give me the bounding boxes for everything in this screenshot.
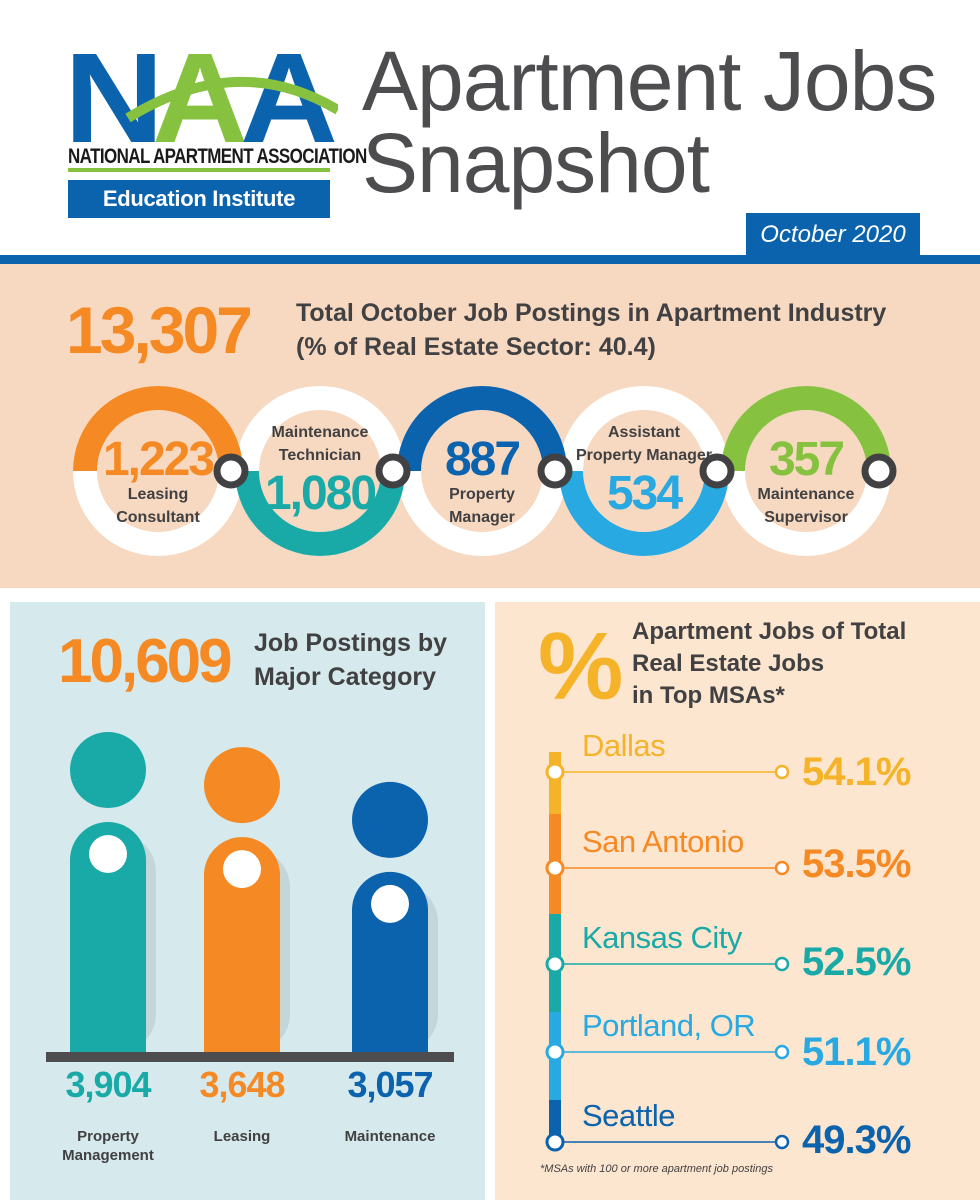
category-name-line-1: Maintenance bbox=[344, 1128, 436, 1145]
ring-arc bbox=[721, 386, 891, 472]
ring-label-line-2: Manager bbox=[449, 509, 515, 526]
msa-end-dot bbox=[774, 860, 790, 876]
title-line-2: Snapshot bbox=[362, 116, 710, 210]
msa-dot bbox=[545, 762, 565, 782]
ring-connector-dot bbox=[861, 453, 897, 489]
msa-line-segment bbox=[549, 752, 561, 814]
category-name-line-1: Property bbox=[77, 1128, 139, 1145]
category-bar bbox=[70, 822, 146, 1052]
page-title: Apartment Jobs Snapshot bbox=[362, 34, 962, 210]
ring-connector-dot bbox=[213, 453, 249, 489]
percent-icon: % bbox=[538, 613, 624, 720]
msa-end-dot bbox=[774, 764, 790, 780]
title-line-1: Apartment Jobs bbox=[362, 34, 937, 128]
ring-value: 1,223 bbox=[102, 433, 215, 486]
msa-dot bbox=[545, 954, 565, 974]
ring-label-line-1: Property bbox=[449, 486, 515, 503]
ring-label-line-1: Maintenance bbox=[757, 486, 855, 503]
category-chart bbox=[46, 732, 454, 1062]
ring-value: 887 bbox=[444, 433, 521, 486]
ring-label-line-1: Maintenance bbox=[271, 424, 369, 441]
category-value: 3,904 bbox=[65, 1064, 151, 1105]
category-baseline bbox=[46, 1052, 454, 1062]
category-bar-dot bbox=[371, 884, 409, 923]
category-head bbox=[352, 781, 428, 858]
category-value: 3,648 bbox=[199, 1064, 285, 1105]
ring-connector-dot bbox=[375, 453, 411, 489]
msa-label-line-2: Real Estate Jobs bbox=[632, 650, 825, 677]
category-bar-dot bbox=[223, 850, 261, 889]
ring-arc bbox=[73, 386, 243, 472]
category-bar bbox=[352, 871, 428, 1052]
category-name-line-2: Management bbox=[62, 1147, 154, 1164]
msa-section bbox=[495, 602, 980, 1200]
ring-arc bbox=[235, 470, 405, 556]
ring-label-line-1: Leasing bbox=[127, 486, 189, 503]
msa-value: 54.1% bbox=[802, 750, 911, 794]
total-postings-value: 13,307 bbox=[66, 293, 253, 367]
ring-label-line-2: Technician bbox=[278, 447, 362, 464]
category-bar-dot bbox=[89, 835, 127, 873]
ring-connector-dot bbox=[699, 453, 735, 489]
naa-logo: N A A bbox=[68, 30, 338, 148]
ring-connector-dot bbox=[537, 453, 573, 489]
ring-value: 1,080 bbox=[264, 467, 377, 520]
svg-text:N: N bbox=[68, 30, 164, 148]
category-name-line-1: Leasing bbox=[213, 1128, 271, 1145]
ring-label-line-2: Supervisor bbox=[764, 509, 848, 526]
date-badge: October 2020 bbox=[746, 213, 920, 257]
msa-dot bbox=[545, 1042, 565, 1062]
category-head bbox=[204, 747, 280, 824]
msa-city: Seattle bbox=[582, 1098, 676, 1133]
msa-value: 49.3% bbox=[802, 1118, 911, 1162]
ring-value: 357 bbox=[768, 433, 845, 486]
total-label-line-1: Total October Job Postings in Apartment … bbox=[296, 299, 887, 327]
msa-city: Dallas bbox=[582, 728, 666, 763]
msa-city: San Antonio bbox=[582, 824, 744, 859]
msa-end-dot bbox=[774, 1134, 790, 1150]
msa-dot bbox=[545, 1132, 565, 1152]
category-bar bbox=[204, 837, 280, 1052]
category-head bbox=[70, 732, 146, 808]
total-label-line-2: (% of Real Estate Sector: 40.4) bbox=[296, 333, 656, 361]
logo-education-institute: Education Institute bbox=[68, 180, 330, 218]
msa-value: 52.5% bbox=[802, 940, 911, 984]
job-title-rings bbox=[73, 386, 897, 556]
category-value: 3,057 bbox=[347, 1064, 433, 1105]
msa-chart bbox=[545, 752, 790, 1152]
msa-dot bbox=[545, 858, 565, 878]
msa-footnote: *MSAs with 100 or more apartment job pos… bbox=[540, 1163, 773, 1175]
total-postings-label: Total October Job Postings in Apartment … bbox=[296, 296, 886, 364]
ring-label-line-1: Assistant bbox=[607, 424, 681, 441]
msa-value: 51.1% bbox=[802, 1030, 911, 1074]
msa-label-line-1: Apartment Jobs of Total bbox=[632, 618, 907, 645]
header-divider bbox=[0, 255, 980, 264]
ring-arc bbox=[559, 470, 729, 556]
msa-city: Portland, OR bbox=[582, 1008, 756, 1043]
msa-label-line-3: in Top MSAs* bbox=[632, 682, 785, 709]
category-total-value: 10,609 bbox=[58, 627, 233, 696]
logo-divider bbox=[68, 168, 330, 172]
msa-value: 53.5% bbox=[802, 842, 911, 886]
ring-label-line-2: Property Manager bbox=[575, 447, 713, 464]
ring-arc bbox=[397, 386, 567, 472]
category-label-line-1: Job Postings by bbox=[254, 629, 448, 657]
category-label: Job Postings by Major Category bbox=[254, 626, 447, 694]
category-label-line-2: Major Category bbox=[254, 663, 436, 691]
msa-label: Apartment Jobs of Total Real Estate Jobs… bbox=[632, 616, 906, 712]
ring-label-line-2: Consultant bbox=[116, 509, 200, 526]
ring-value: 534 bbox=[606, 467, 683, 520]
logo-organization: NATIONAL APARTMENT ASSOCIATION bbox=[68, 144, 367, 168]
msa-end-dot bbox=[774, 956, 790, 972]
msa-end-dot bbox=[774, 1044, 790, 1060]
msa-city: Kansas City bbox=[582, 920, 742, 955]
